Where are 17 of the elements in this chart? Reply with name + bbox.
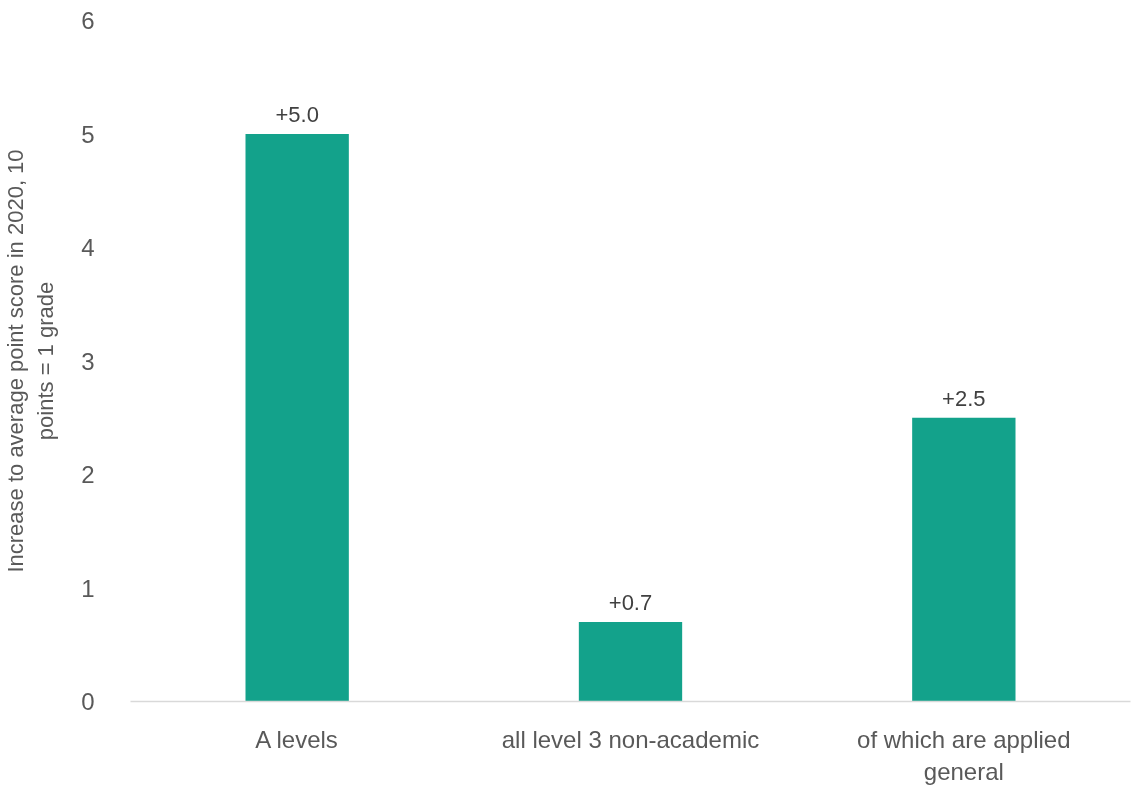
y-tick-label: 0: [81, 688, 95, 715]
x-tick-label: of which are applied general: [857, 725, 1071, 785]
bar: [578, 622, 683, 702]
data-label: +2.5: [942, 385, 986, 411]
y-tick-label: 5: [81, 120, 95, 148]
data-label: +5.0: [275, 102, 319, 127]
data-label: +0.7: [608, 590, 653, 616]
y-tick-label: 6: [81, 7, 95, 34]
y-tick-label: 1: [81, 574, 95, 602]
y-axis-title: Increase to average point score in 2020, 10 points = 1 grade: [3, 149, 59, 573]
bar: [245, 134, 349, 702]
y-tick-label: 2: [81, 461, 95, 488]
x-tick-label: A levels: [255, 725, 338, 753]
y-tick-label: 3: [81, 347, 95, 375]
x-tick-label: all level 3 non-academic: [501, 725, 760, 753]
bar: [912, 417, 1016, 702]
y-tick-label: 4: [81, 234, 95, 261]
